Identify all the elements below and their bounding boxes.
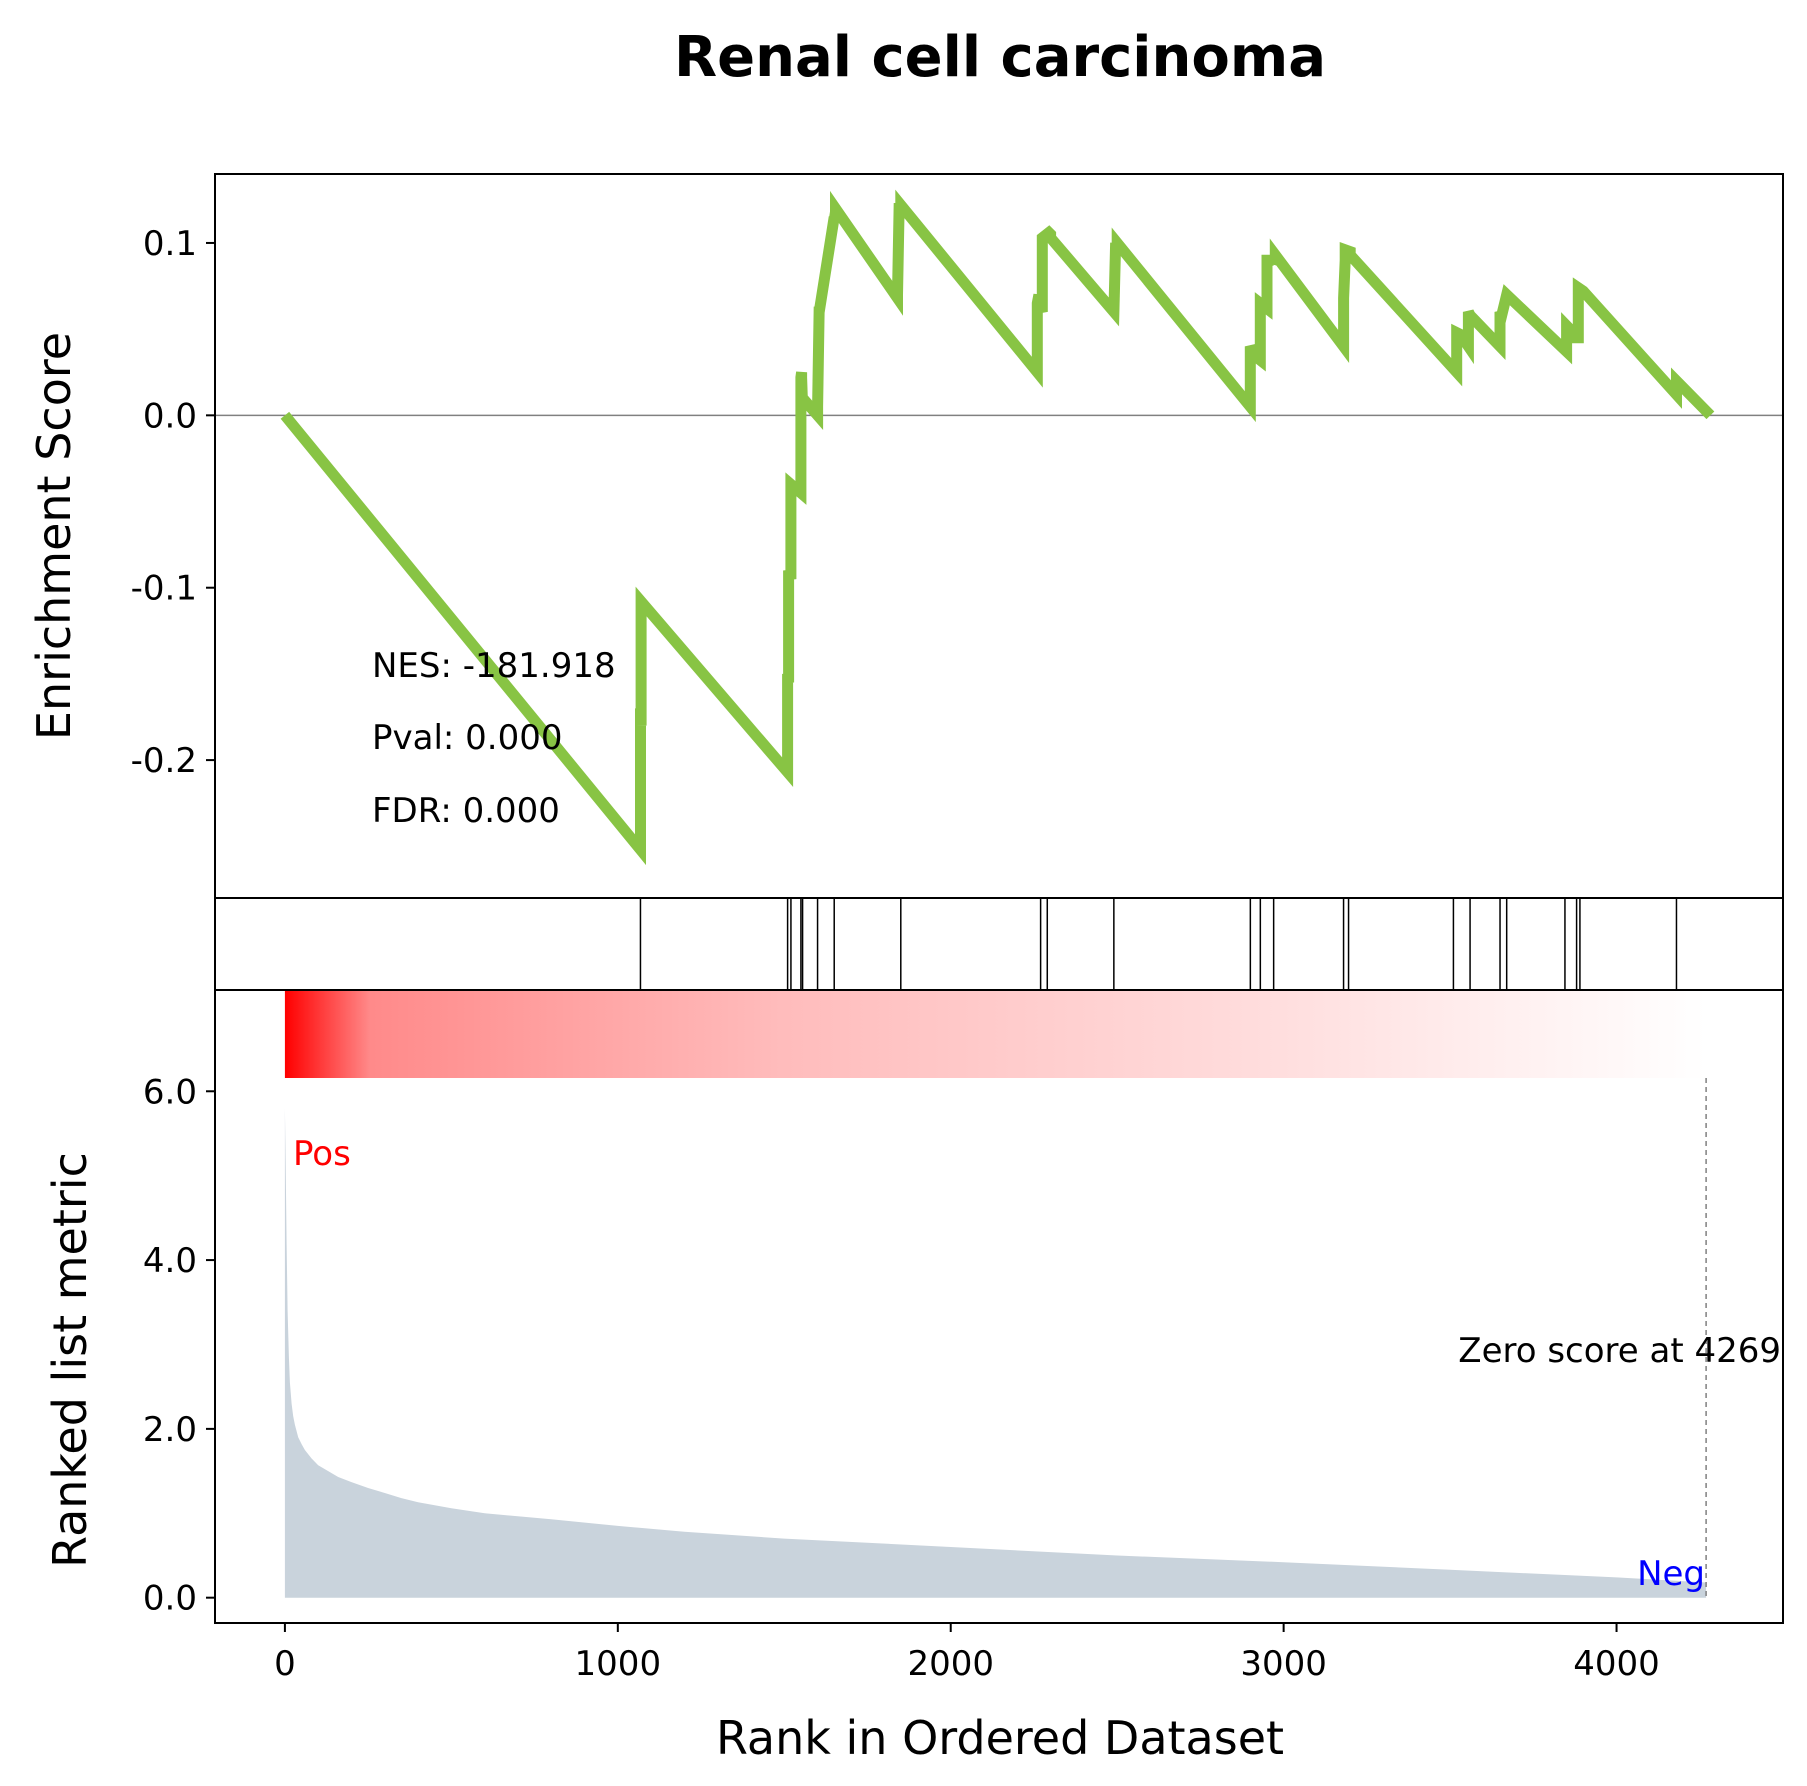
enrichment-score-line: [280, 189, 1715, 866]
enrichment-panel: 0.1 0.0 -0.1 -0.2 Enrichment Score NES: -18…: [27, 173, 1784, 899]
ytick-label: 0.0: [143, 1579, 197, 1619]
x-axis-label: Rank in Ordered Dataset: [716, 1711, 1284, 1765]
chart-title: Renal cell carcinoma: [674, 25, 1326, 90]
ranked-metric-area: [284, 1108, 1707, 1598]
xtick-label: 3000: [1240, 1644, 1327, 1684]
enrichment-frame: [214, 173, 1784, 899]
neg-label: Neg: [1637, 1554, 1705, 1594]
xtick-label: 4000: [1573, 1644, 1660, 1684]
ytick-label: -0.1: [131, 569, 197, 609]
fdr-label: FDR: 0.000: [372, 791, 560, 831]
rank-colorbar: [284, 990, 1707, 1078]
nes-label: NES: -181.918: [372, 646, 616, 686]
hits-panel: [214, 897, 1784, 991]
xtick-label: 1000: [575, 1644, 662, 1684]
pval-label: Pval: 0.000: [372, 718, 563, 758]
enrichment-ylabel: Enrichment Score: [27, 332, 81, 740]
xtick-label: 0: [274, 1644, 296, 1684]
ytick-label: -0.2: [131, 741, 197, 781]
ytick-label: 0.0: [143, 396, 197, 436]
hits-frame: [214, 897, 1784, 991]
ranked-frame: [214, 989, 1784, 1624]
ranked-panel: 6.04.02.00.0 Ranked list metric Pos Neg …: [43, 989, 1784, 1624]
xtick-label: 2000: [907, 1644, 994, 1684]
ytick-label: 4.0: [143, 1241, 197, 1281]
ranked-ylabel: Ranked list metric: [43, 1152, 97, 1568]
ytick-label: 0.1: [143, 224, 197, 264]
pos-label: Pos: [293, 1134, 351, 1174]
zero-score-label: Zero score at 4269: [1458, 1331, 1781, 1371]
ytick-label: 2.0: [143, 1410, 197, 1450]
ytick-label: 6.0: [143, 1072, 197, 1112]
